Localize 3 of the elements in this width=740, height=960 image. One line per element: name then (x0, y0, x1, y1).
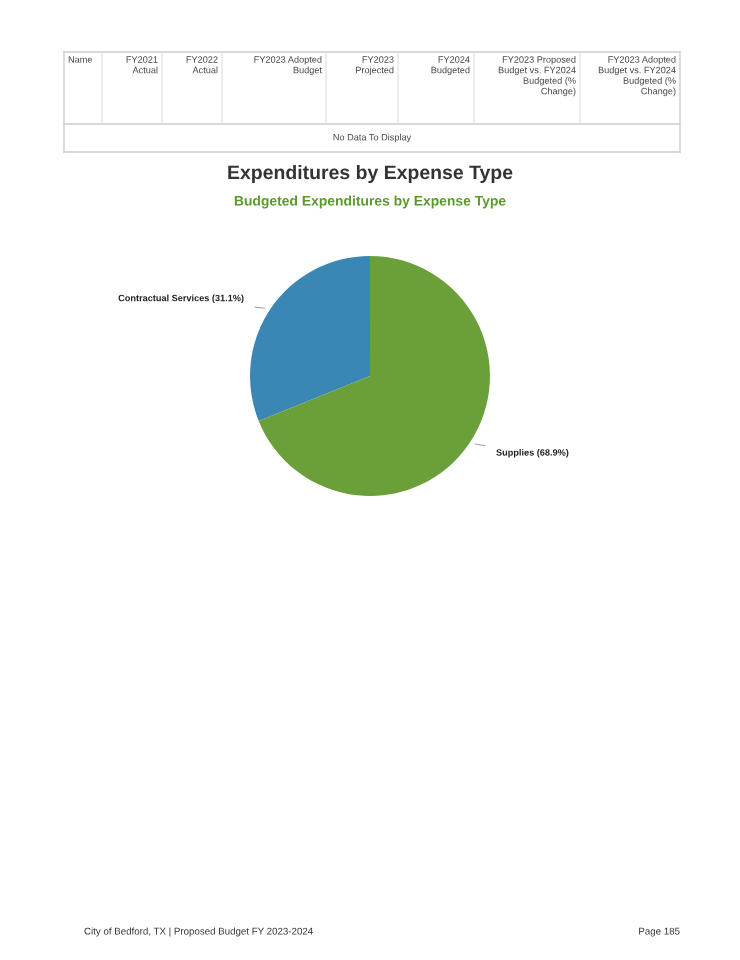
pie-slice (258, 256, 490, 496)
chart-title: Expenditures by Expense Type (228, 164, 513, 184)
pie-slice (250, 256, 370, 421)
